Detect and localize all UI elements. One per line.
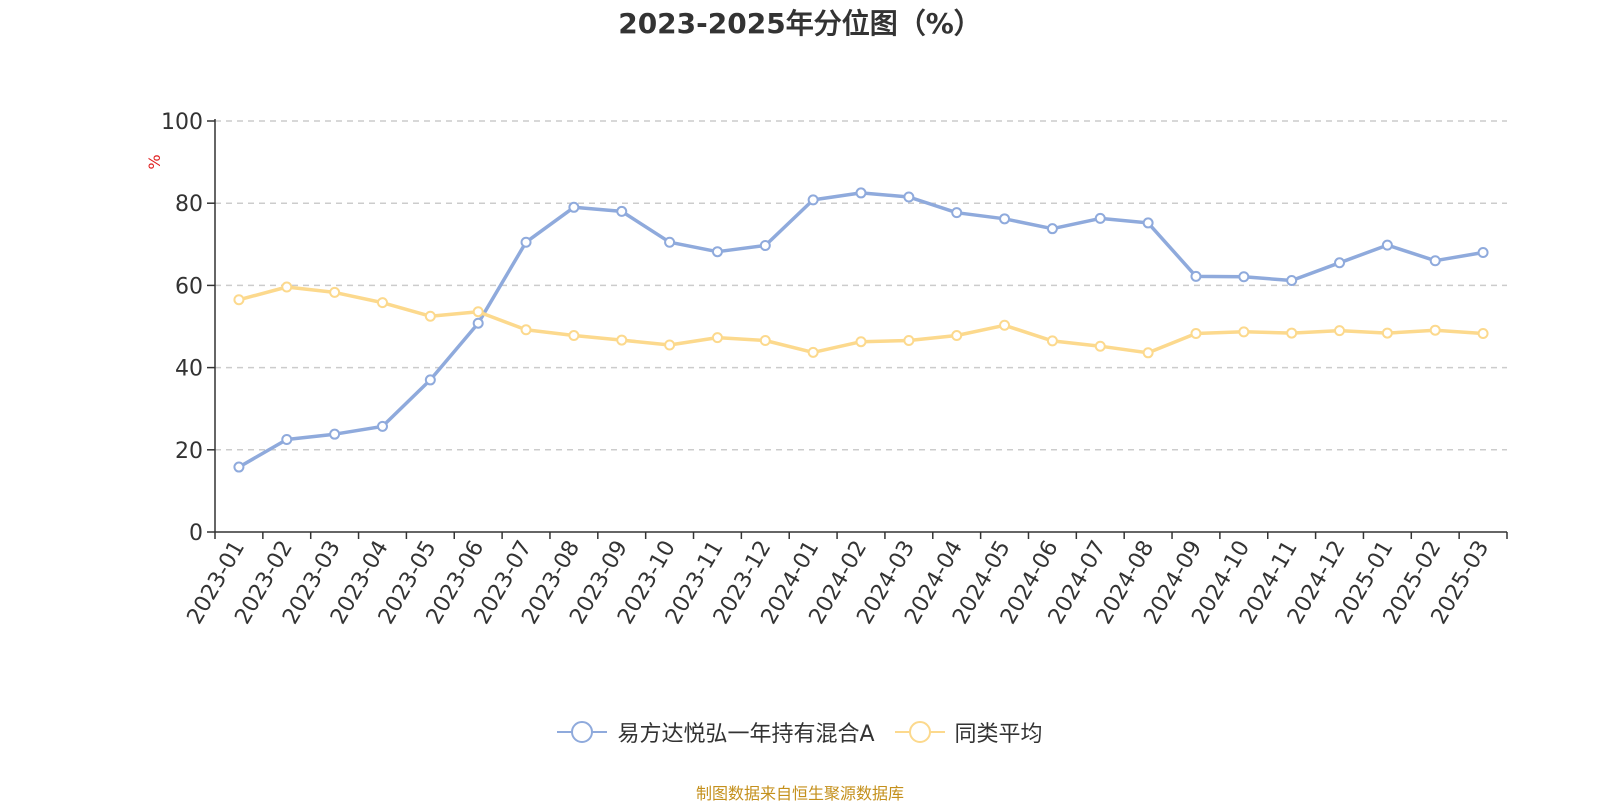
- data-point[interactable]: [1286, 327, 1298, 339]
- y-tick-label: 60: [175, 274, 203, 299]
- data-point[interactable]: [1477, 247, 1489, 259]
- legend-item-fund[interactable]: 易方达悦弘一年持有混合A: [557, 716, 875, 748]
- data-points: [233, 187, 1489, 473]
- data-point[interactable]: [520, 324, 532, 336]
- data-point[interactable]: [855, 336, 867, 348]
- y-tick-label: 20: [175, 439, 203, 464]
- data-point[interactable]: [1381, 327, 1393, 339]
- data-point[interactable]: [999, 319, 1011, 331]
- data-point[interactable]: [1190, 270, 1202, 282]
- data-point[interactable]: [329, 286, 341, 298]
- legend-label-category-average: 同类平均: [954, 722, 1043, 747]
- data-point[interactable]: [711, 246, 723, 258]
- data-point[interactable]: [1094, 340, 1106, 352]
- data-point[interactable]: [951, 330, 963, 342]
- data-point[interactable]: [472, 317, 484, 329]
- data-point[interactable]: [759, 334, 771, 346]
- data-point[interactable]: [424, 374, 436, 386]
- data-point[interactable]: [1046, 335, 1058, 347]
- y-tick-label: 0: [189, 521, 203, 546]
- data-point[interactable]: [568, 201, 580, 213]
- data-point[interactable]: [711, 332, 723, 344]
- data-point[interactable]: [329, 428, 341, 440]
- data-point[interactable]: [1142, 217, 1154, 229]
- legend-label-fund: 易方达悦弘一年持有混合A: [617, 722, 875, 747]
- y-tick-label: 100: [161, 110, 203, 135]
- data-point[interactable]: [903, 334, 915, 346]
- data-point[interactable]: [376, 420, 388, 432]
- data-point[interactable]: [520, 236, 532, 248]
- data-point[interactable]: [999, 213, 1011, 225]
- data-point[interactable]: [664, 236, 676, 248]
- data-point[interactable]: [1477, 327, 1489, 339]
- axes: 020406080100%2023-012023-022023-032023-0…: [145, 110, 1508, 629]
- data-point[interactable]: [1429, 324, 1441, 336]
- data-point[interactable]: [664, 339, 676, 351]
- source-note: 制图数据来自恒生聚源数据库: [695, 784, 904, 803]
- data-point[interactable]: [1286, 274, 1298, 286]
- series-line-0: [238, 191, 1484, 469]
- data-point[interactable]: [568, 330, 580, 342]
- legend-marker-fund: [557, 721, 608, 743]
- chart-title: 2023-2025年分位图（%）: [618, 7, 982, 40]
- data-point[interactable]: [1142, 347, 1154, 359]
- y-axis-unit-label: %: [145, 154, 164, 169]
- data-point[interactable]: [1190, 327, 1202, 339]
- data-point[interactable]: [807, 194, 819, 206]
- data-point[interactable]: [1238, 326, 1250, 338]
- legend-item-category-average[interactable]: 同类平均: [894, 716, 1043, 748]
- data-point[interactable]: [1429, 255, 1441, 267]
- data-point[interactable]: [1094, 212, 1106, 224]
- data-point[interactable]: [1334, 325, 1346, 337]
- data-point[interactable]: [376, 297, 388, 309]
- data-point[interactable]: [1334, 257, 1346, 269]
- data-point[interactable]: [281, 281, 293, 293]
- y-tick-label: 40: [175, 357, 203, 382]
- series-lines: [238, 191, 1484, 469]
- legend: 易方达悦弘一年持有混合A 同类平均: [0, 716, 1600, 748]
- data-point[interactable]: [1381, 239, 1393, 251]
- data-point[interactable]: [472, 306, 484, 318]
- data-point[interactable]: [1238, 271, 1250, 283]
- y-tick-label: 80: [175, 192, 203, 217]
- data-point[interactable]: [807, 346, 819, 358]
- data-point[interactable]: [951, 207, 963, 219]
- data-point[interactable]: [281, 434, 293, 446]
- data-point[interactable]: [424, 310, 436, 322]
- data-point[interactable]: [616, 334, 628, 346]
- legend-marker-category-average: [894, 721, 945, 743]
- data-point[interactable]: [903, 191, 915, 203]
- data-point[interactable]: [233, 294, 245, 306]
- data-point[interactable]: [1046, 223, 1058, 235]
- data-point[interactable]: [233, 461, 245, 473]
- data-point[interactable]: [855, 187, 867, 199]
- data-point[interactable]: [616, 205, 628, 217]
- data-point[interactable]: [759, 240, 771, 252]
